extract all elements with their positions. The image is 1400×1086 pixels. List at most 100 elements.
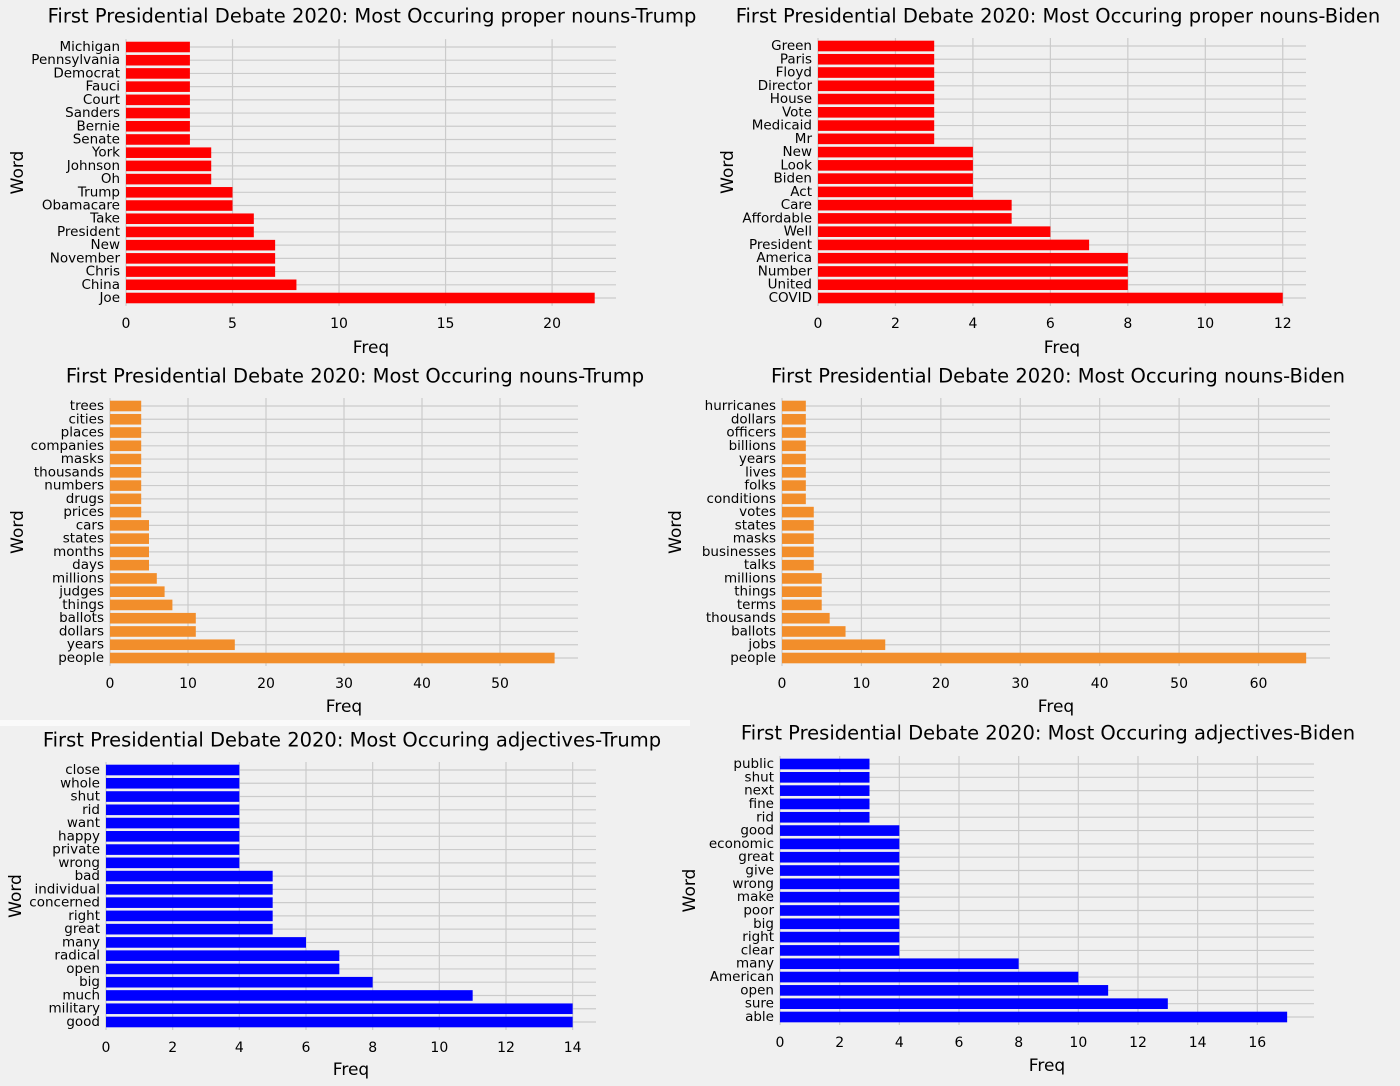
x-tick-label: 50 <box>491 676 509 692</box>
y-tick-label: President <box>57 224 120 240</box>
x-tick-label: 4 <box>235 1040 244 1056</box>
bar <box>106 1016 573 1028</box>
bar <box>126 54 190 66</box>
bar <box>110 652 555 664</box>
x-tick-label: 50 <box>1170 676 1188 692</box>
bar <box>782 599 822 611</box>
y-tick-label: officers <box>726 425 776 441</box>
y-tick-label: drugs <box>66 491 104 507</box>
y-tick-label: rid <box>82 802 100 818</box>
bar <box>106 963 340 975</box>
y-tick-label: York <box>91 145 120 161</box>
x-tick-label: 4 <box>968 316 977 332</box>
bar <box>110 467 142 478</box>
y-tick-label: big <box>79 974 100 990</box>
x-tick-label: 20 <box>257 676 275 692</box>
y-tick-label: states <box>63 531 104 547</box>
x-tick-label: 10 <box>853 676 871 692</box>
y-tick-label: people <box>730 650 776 666</box>
y-tick-label: Fauci <box>85 79 120 95</box>
bar <box>110 546 149 558</box>
y-tick-label: terms <box>737 597 776 613</box>
x-tick-label: 10 <box>1196 316 1214 332</box>
y-tick-label: Sanders <box>65 105 120 121</box>
bar <box>780 758 870 770</box>
y-tick-label: Joe <box>98 290 120 306</box>
bar <box>780 865 900 876</box>
bar <box>110 533 149 544</box>
bar <box>818 146 973 158</box>
y-tick-label: Affordable <box>742 210 812 226</box>
bar <box>818 93 935 105</box>
y-tick-label: businesses <box>702 544 776 560</box>
bar <box>780 1011 1288 1023</box>
y-tick-label: clear <box>741 942 775 958</box>
bar <box>818 279 1128 291</box>
bar <box>782 453 806 465</box>
bar <box>126 147 212 158</box>
y-tick-label: many <box>62 934 100 950</box>
y-tick-label: Bernie <box>77 118 121 134</box>
bar <box>780 825 900 836</box>
y-tick-label: millions <box>724 570 776 586</box>
bar <box>782 586 822 597</box>
chart-title: First Presidential Debate 2020: Most Occ… <box>43 729 661 752</box>
y-tick-label: concerned <box>29 895 100 911</box>
bar <box>126 200 233 211</box>
bar <box>106 791 240 802</box>
bar <box>780 771 870 783</box>
bar <box>780 945 900 956</box>
bar <box>782 639 886 651</box>
bar <box>818 67 935 78</box>
y-tick-label: give <box>745 863 774 879</box>
bar <box>126 226 254 238</box>
bar <box>126 253 276 264</box>
y-tick-label: companies <box>31 438 104 454</box>
x-tick-label: 6 <box>955 1035 964 1051</box>
bar <box>110 586 165 597</box>
bar <box>110 427 142 438</box>
y-tick-label: individual <box>34 881 100 897</box>
bar <box>818 266 1128 277</box>
bar <box>780 998 1168 1010</box>
y-axis-label: Word <box>666 510 686 554</box>
x-tick-label: 10 <box>179 676 197 692</box>
bar <box>110 639 235 651</box>
bar <box>106 857 240 869</box>
x-axis-label: Freq <box>333 1060 369 1080</box>
bar <box>126 279 297 291</box>
chart-title: First Presidential Debate 2020: Most Occ… <box>771 365 1345 388</box>
bar <box>126 160 212 172</box>
y-tick-label: COVID <box>769 290 812 306</box>
y-tick-label: Look <box>780 157 812 173</box>
bar <box>106 831 240 842</box>
x-tick-label: 14 <box>564 1040 582 1056</box>
x-tick-label: 0 <box>776 1035 785 1051</box>
x-tick-label: 2 <box>891 316 900 332</box>
bar <box>782 493 806 505</box>
y-tick-label: shut <box>71 789 100 805</box>
bar <box>110 493 142 505</box>
bar <box>126 173 212 185</box>
x-tick-label: 16 <box>1248 1035 1266 1051</box>
y-tick-label: big <box>753 916 774 932</box>
y-tick-label: want <box>67 815 100 831</box>
x-tick-label: 30 <box>335 676 353 692</box>
x-tick-label: 2 <box>835 1035 844 1051</box>
bar <box>782 520 814 531</box>
y-tick-label: make <box>737 889 774 905</box>
bar <box>110 626 196 637</box>
x-tick-label: 20 <box>932 676 950 692</box>
x-tick-label: 40 <box>1091 676 1109 692</box>
bar <box>106 923 273 935</box>
y-tick-label: people <box>58 650 104 666</box>
y-tick-label: cities <box>68 411 104 427</box>
chart-title: First Presidential Debate 2020: Most Occ… <box>66 365 644 388</box>
bar <box>110 520 149 531</box>
y-tick-label: months <box>53 544 104 560</box>
bar <box>106 937 306 948</box>
bar <box>106 777 240 789</box>
y-tick-label: Take <box>89 211 120 227</box>
y-tick-label: close <box>65 762 100 778</box>
y-tick-label: things <box>734 584 776 600</box>
